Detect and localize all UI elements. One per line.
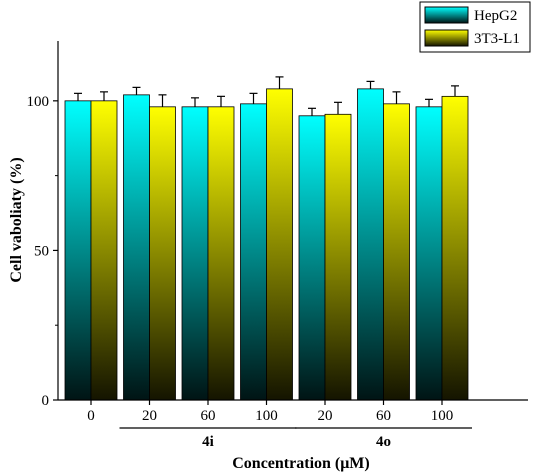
category-groups: 4i 4o (119, 427, 472, 450)
bar-hepg2 (123, 94, 150, 401)
bar-hepg2 (298, 115, 326, 401)
x-axis-ticks: 0 20 60 100 20 60 100 (87, 400, 453, 424)
y-tick-label: 0 (42, 393, 50, 409)
bar-hepg2 (64, 100, 92, 401)
bar-3t3-l1 (324, 113, 352, 401)
x-tick-label: 20 (142, 408, 157, 424)
y-axis-title: Cell vaboliaty (%) (8, 157, 25, 282)
bar-3t3-l1 (266, 88, 293, 401)
y-axis-ticks: 0 50 100 (27, 94, 58, 409)
bar-3t3-l1 (207, 106, 235, 401)
y-tick-label: 100 (27, 94, 50, 110)
bars-layer (64, 88, 469, 401)
legend: HepG2 3T3-L1 (419, 1, 531, 53)
error-bars-layer (74, 76, 459, 116)
y-tick-label: 50 (34, 243, 49, 259)
bar-hepg2 (240, 103, 267, 401)
x-tick-label: 100 (431, 408, 454, 424)
legend-swatch-hepg2 (424, 6, 469, 24)
bar-hepg2 (181, 106, 209, 401)
x-tick-label: 20 (318, 408, 333, 424)
bar-3t3-l1 (383, 103, 410, 401)
x-tick-label: 0 (87, 408, 95, 424)
bar-3t3-l1 (90, 100, 118, 401)
bar-hepg2 (415, 106, 443, 401)
legend-label-3t3-l1: 3T3-L1 (474, 31, 520, 47)
x-tick-label: 100 (255, 408, 278, 424)
bar-3t3-l1 (441, 95, 469, 401)
group-label: 4o (376, 434, 391, 450)
x-axis-title: Concentration (μM) (232, 455, 369, 472)
legend-swatch-3t3-l1 (424, 29, 469, 47)
group-label: 4i (202, 434, 214, 450)
legend-label-hepg2: HepG2 (474, 8, 517, 24)
x-tick-label: 60 (201, 408, 216, 424)
x-tick-label: 60 (376, 408, 391, 424)
bar-3t3-l1 (149, 106, 176, 401)
bar-hepg2 (357, 88, 384, 401)
